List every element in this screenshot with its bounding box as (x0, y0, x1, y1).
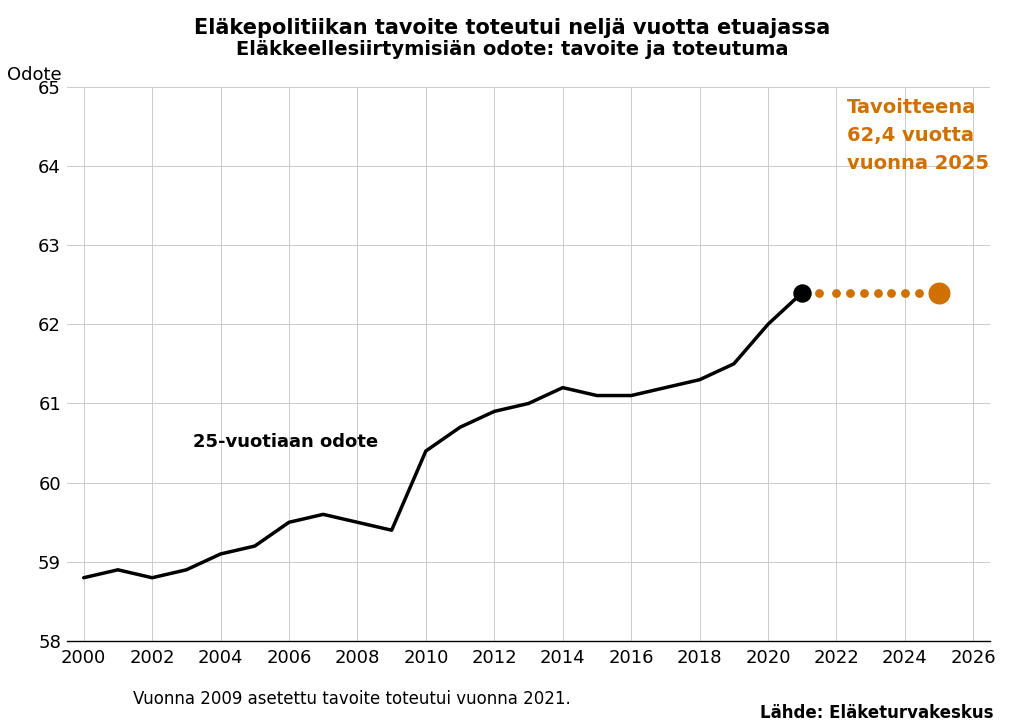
Point (856, 287, 872, 298)
Text: Lähde: Eläketurvakeskus: Lähde: Eläketurvakeskus (760, 704, 993, 722)
Text: 25-vuotiaan odote: 25-vuotiaan odote (194, 433, 378, 451)
Point (897, 287, 913, 298)
Point (869, 287, 886, 298)
Text: Odote: Odote (6, 66, 61, 83)
Text: Vuonna 2009 asetettu tavoite toteutui vuonna 2021.: Vuonna 2009 asetettu tavoite toteutui vu… (133, 690, 570, 708)
Point (842, 287, 858, 298)
Text: Eläkkeellesiirtymisiän odote: tavoite ja toteutuma: Eläkkeellesiirtymisiän odote: tavoite ja… (236, 40, 788, 59)
Point (883, 287, 899, 298)
Text: Tavoitteena
62,4 vuotta
vuonna 2025: Tavoitteena 62,4 vuotta vuonna 2025 (847, 99, 989, 174)
Text: Eläkepolitiikan tavoite toteutui neljä vuotta etuajassa: Eläkepolitiikan tavoite toteutui neljä v… (194, 18, 830, 38)
Point (828, 287, 845, 298)
Point (811, 287, 827, 298)
Point (910, 287, 927, 298)
Point (931, 287, 947, 298)
Point (794, 287, 810, 298)
